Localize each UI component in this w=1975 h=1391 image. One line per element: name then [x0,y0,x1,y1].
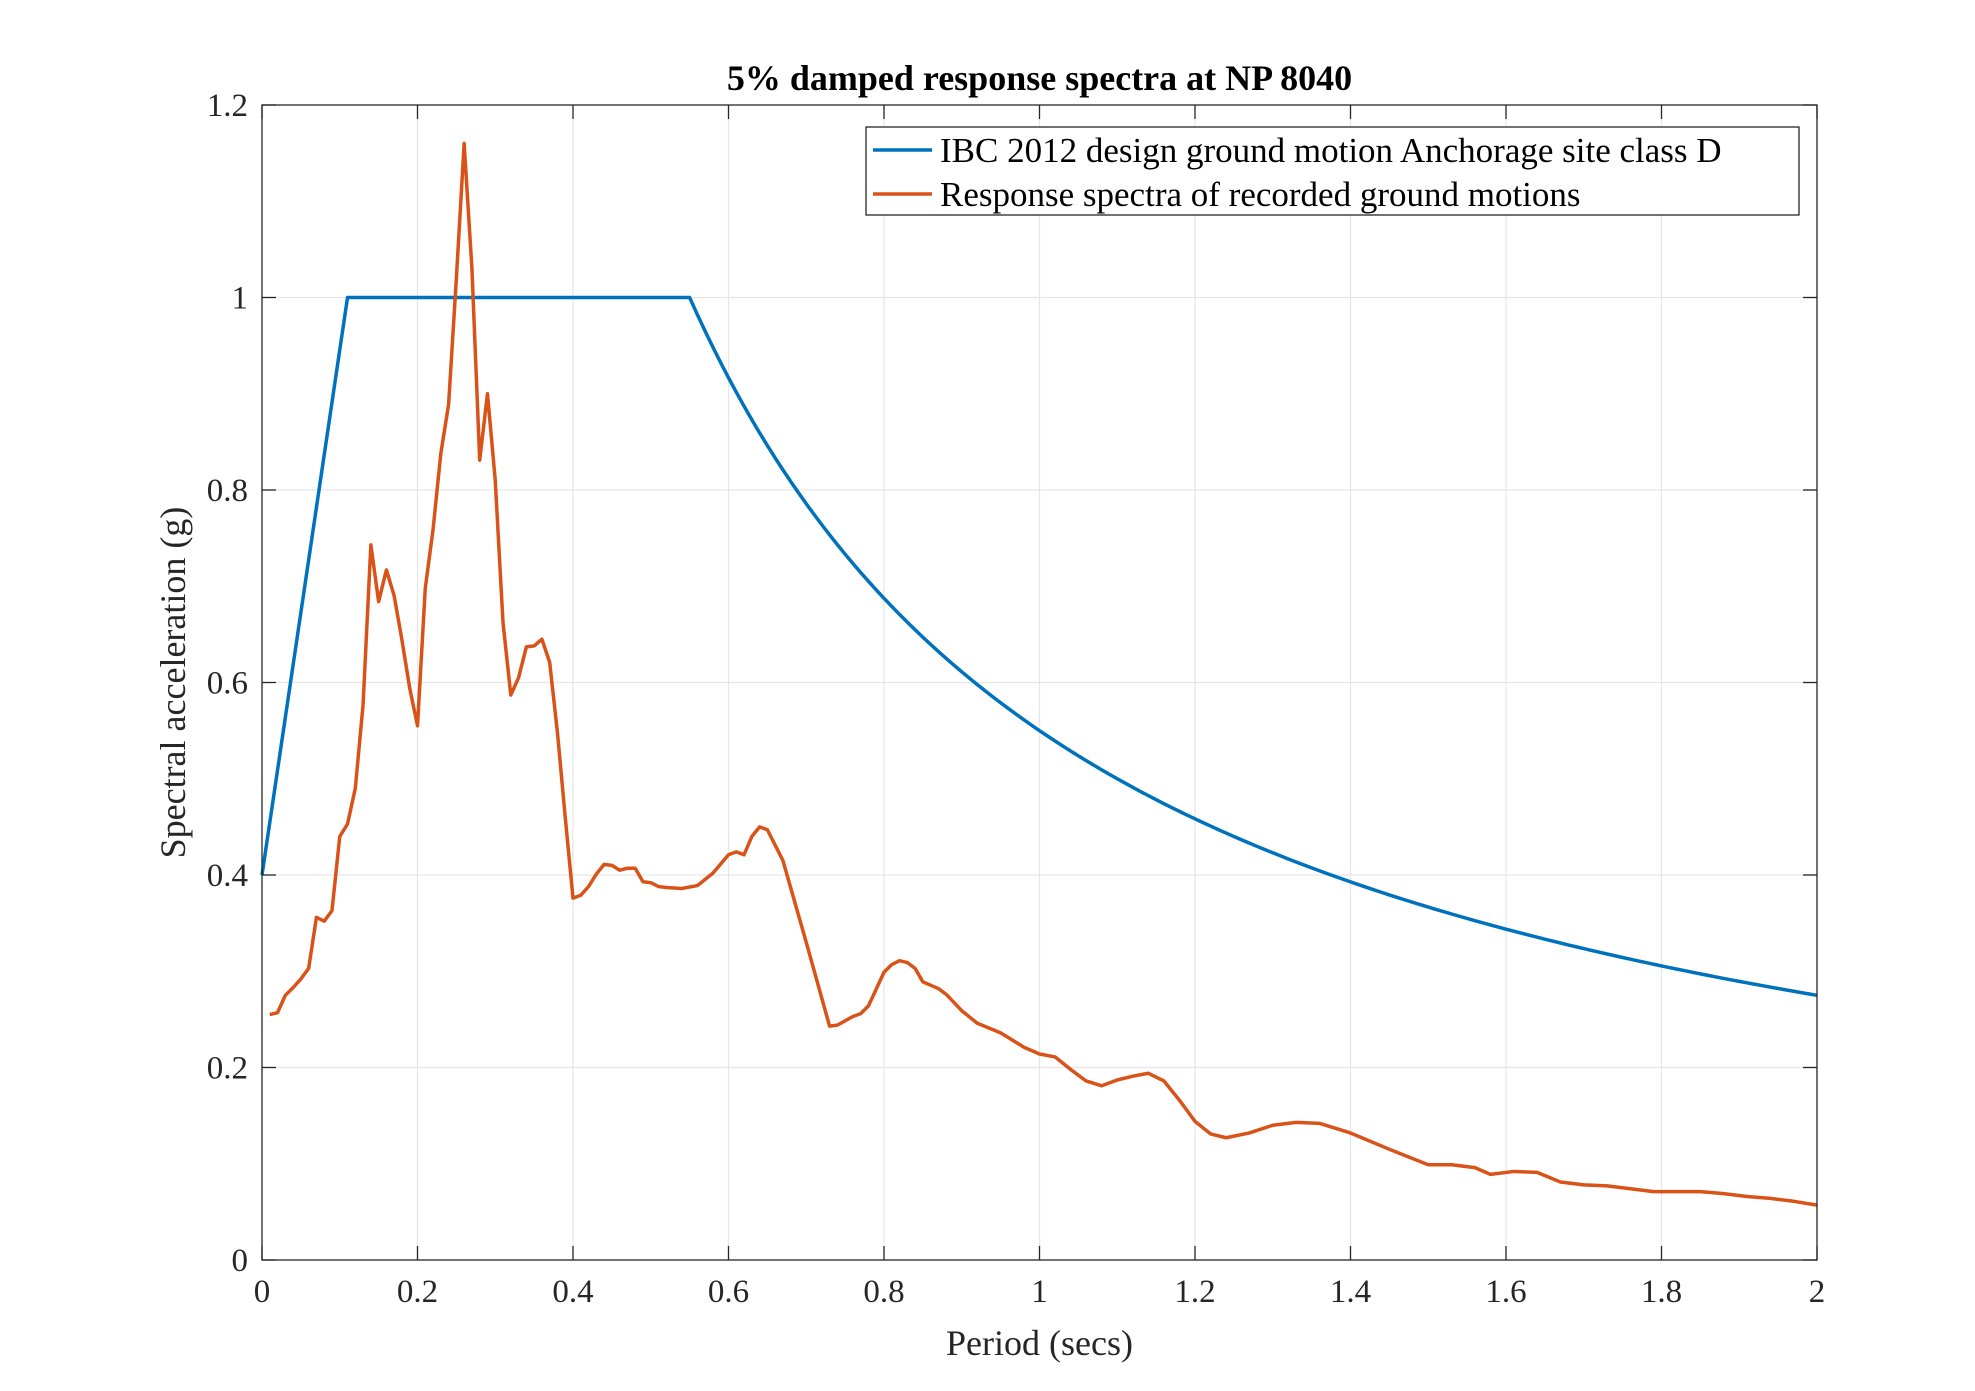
legend-entry-recorded: Response spectra of recorded ground moti… [940,175,1581,214]
series-lines [260,141,1818,1207]
x-tick-label: 1.2 [1174,1274,1215,1310]
legend: IBC 2012 design ground motion Anchorage … [865,126,1800,216]
legend-entry-design: IBC 2012 design ground motion Anchorage … [940,131,1722,170]
series-line-recorded [269,141,1818,1207]
y-axis-label: Spectral acceleration (g) [153,507,193,859]
series-line-design [260,295,1818,998]
y-tick-label: 0.2 [207,1051,248,1087]
y-tick-label: 0.6 [207,666,248,702]
x-tick-label: 0.4 [552,1274,593,1310]
x-tick-label: 0.2 [397,1274,438,1310]
y-tick-label: 0 [232,1243,249,1279]
x-tick-label: 1.8 [1641,1274,1682,1310]
x-tick-label: 0 [254,1274,271,1310]
x-tick-label: 0.6 [708,1274,749,1310]
y-axis-ticks: 0 0.2 0.4 0.6 0.8 1 1.2 [207,88,1817,1279]
x-tick-label: 2 [1809,1274,1826,1310]
chart-title: 5% damped response spectra at NP 8040 [727,58,1352,98]
x-axis-ticks: 0 0.2 0.4 0.6 0.8 1 1.2 1.4 1.6 1.8 2 [254,105,1826,1310]
grid-lines [262,105,1817,1260]
x-tick-label: 1.4 [1330,1274,1371,1310]
y-tick-label: 0.4 [207,858,248,894]
x-axis-label: Period (secs) [946,1323,1133,1363]
y-tick-label: 1.2 [207,88,248,124]
y-tick-label: 0.8 [207,473,248,509]
x-tick-label: 0.8 [863,1274,904,1310]
x-tick-label: 1.6 [1485,1274,1526,1310]
y-tick-label: 1 [232,281,249,317]
legend-box [865,126,1800,216]
x-tick-label: 1 [1031,1274,1048,1310]
